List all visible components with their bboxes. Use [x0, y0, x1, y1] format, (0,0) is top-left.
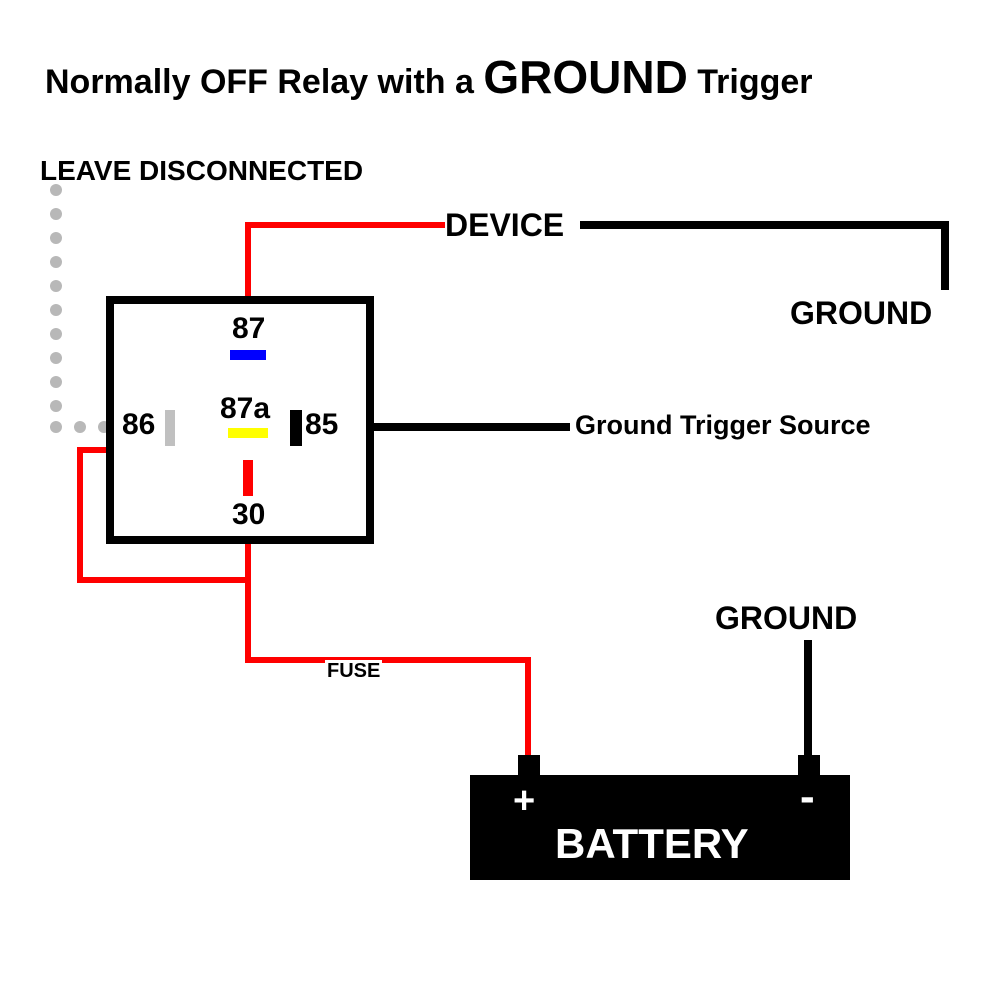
- title-part1: Normally OFF Relay with a: [45, 63, 483, 101]
- wire-87-to-device: [248, 225, 445, 300]
- label-pin87: 87: [232, 312, 265, 346]
- wire-device-to-ground: [580, 225, 945, 290]
- wire-30-down: [248, 540, 528, 755]
- disconnected-dots: [50, 184, 110, 433]
- label-ground-top: GROUND: [790, 295, 932, 332]
- label-pin87a: 87a: [220, 392, 270, 426]
- pin-87a-marker: [228, 428, 268, 438]
- label-pin86: 86: [122, 408, 155, 442]
- pin-86-marker: [165, 410, 175, 446]
- title-part2: GROUND: [483, 51, 687, 103]
- label-fuse: FUSE: [325, 660, 382, 683]
- label-ground-trigger: Ground Trigger Source: [575, 410, 871, 441]
- pin-30-marker: [243, 460, 253, 496]
- diagram-title: Normally OFF Relay with a GROUND Trigger: [45, 50, 813, 104]
- wiring-diagram: [0, 0, 1000, 1000]
- label-plus: +: [513, 780, 535, 823]
- pin-87-marker: [230, 350, 266, 360]
- title-part3: Trigger: [688, 63, 813, 101]
- label-device: DEVICE: [445, 207, 564, 244]
- label-pin30: 30: [232, 498, 265, 532]
- battery-terminal-plus: [518, 755, 540, 777]
- label-minus: -: [800, 772, 815, 822]
- pin-85-marker: [290, 410, 302, 446]
- label-pin85: 85: [305, 408, 338, 442]
- label-ground-bottom: GROUND: [715, 600, 857, 637]
- label-leave-disconnected: LEAVE DISCONNECTED: [40, 155, 363, 187]
- label-battery: BATTERY: [555, 820, 749, 868]
